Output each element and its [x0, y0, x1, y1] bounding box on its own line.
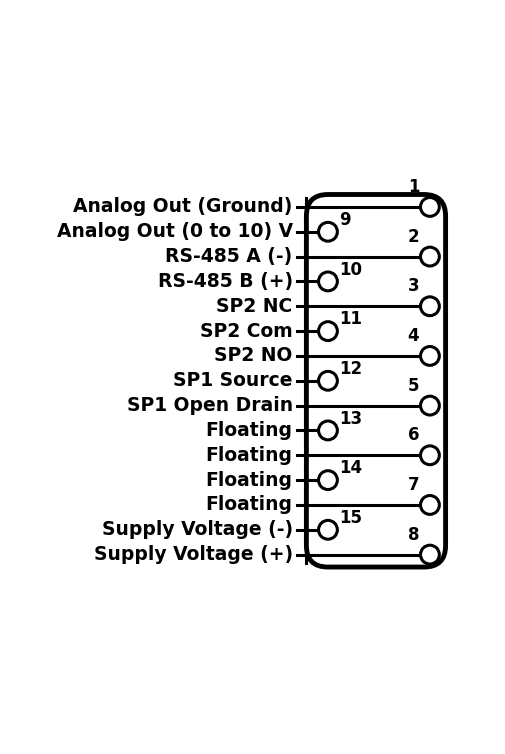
Text: SP2 NC: SP2 NC — [216, 297, 292, 316]
Text: 8: 8 — [407, 526, 419, 544]
Text: RS-485 B (+): RS-485 B (+) — [157, 272, 292, 291]
Text: Floating: Floating — [205, 470, 292, 489]
Text: SP1 Source: SP1 Source — [173, 371, 292, 391]
Circle shape — [420, 446, 438, 464]
Circle shape — [420, 396, 438, 415]
Text: 14: 14 — [339, 459, 362, 477]
Text: RS-485 A (-): RS-485 A (-) — [165, 247, 292, 266]
Text: Supply Voltage (-): Supply Voltage (-) — [102, 520, 292, 539]
Text: Floating: Floating — [205, 446, 292, 464]
Text: 5: 5 — [407, 377, 419, 394]
Circle shape — [318, 272, 337, 291]
Text: Supply Voltage (+): Supply Voltage (+) — [93, 545, 292, 564]
Circle shape — [318, 470, 337, 489]
Circle shape — [420, 198, 438, 216]
Text: 1: 1 — [407, 178, 419, 196]
Text: 4: 4 — [407, 327, 419, 345]
Text: 7: 7 — [407, 476, 419, 494]
Circle shape — [420, 297, 438, 316]
Circle shape — [318, 372, 337, 390]
Text: 9: 9 — [339, 211, 350, 229]
Circle shape — [318, 222, 337, 241]
Text: Analog Out (0 to 10) V: Analog Out (0 to 10) V — [57, 222, 292, 241]
Text: SP1 Open Drain: SP1 Open Drain — [126, 396, 292, 415]
Text: SP2 Com: SP2 Com — [199, 322, 292, 341]
Text: 6: 6 — [407, 426, 419, 444]
Text: 10: 10 — [339, 261, 362, 278]
Circle shape — [420, 247, 438, 266]
Circle shape — [420, 495, 438, 514]
Text: 3: 3 — [407, 277, 419, 296]
Circle shape — [318, 322, 337, 341]
Text: Floating: Floating — [205, 421, 292, 440]
Text: 13: 13 — [339, 409, 362, 428]
Circle shape — [420, 545, 438, 564]
Text: Floating: Floating — [205, 495, 292, 514]
Text: 2: 2 — [407, 228, 419, 246]
Text: 11: 11 — [339, 311, 362, 328]
Text: Analog Out (Ground): Analog Out (Ground) — [73, 198, 292, 216]
Circle shape — [318, 421, 337, 440]
Text: SP2 NO: SP2 NO — [214, 346, 292, 366]
Circle shape — [318, 520, 337, 539]
Text: 12: 12 — [339, 360, 362, 378]
Text: 15: 15 — [339, 509, 362, 527]
Circle shape — [420, 347, 438, 366]
FancyBboxPatch shape — [306, 195, 445, 567]
